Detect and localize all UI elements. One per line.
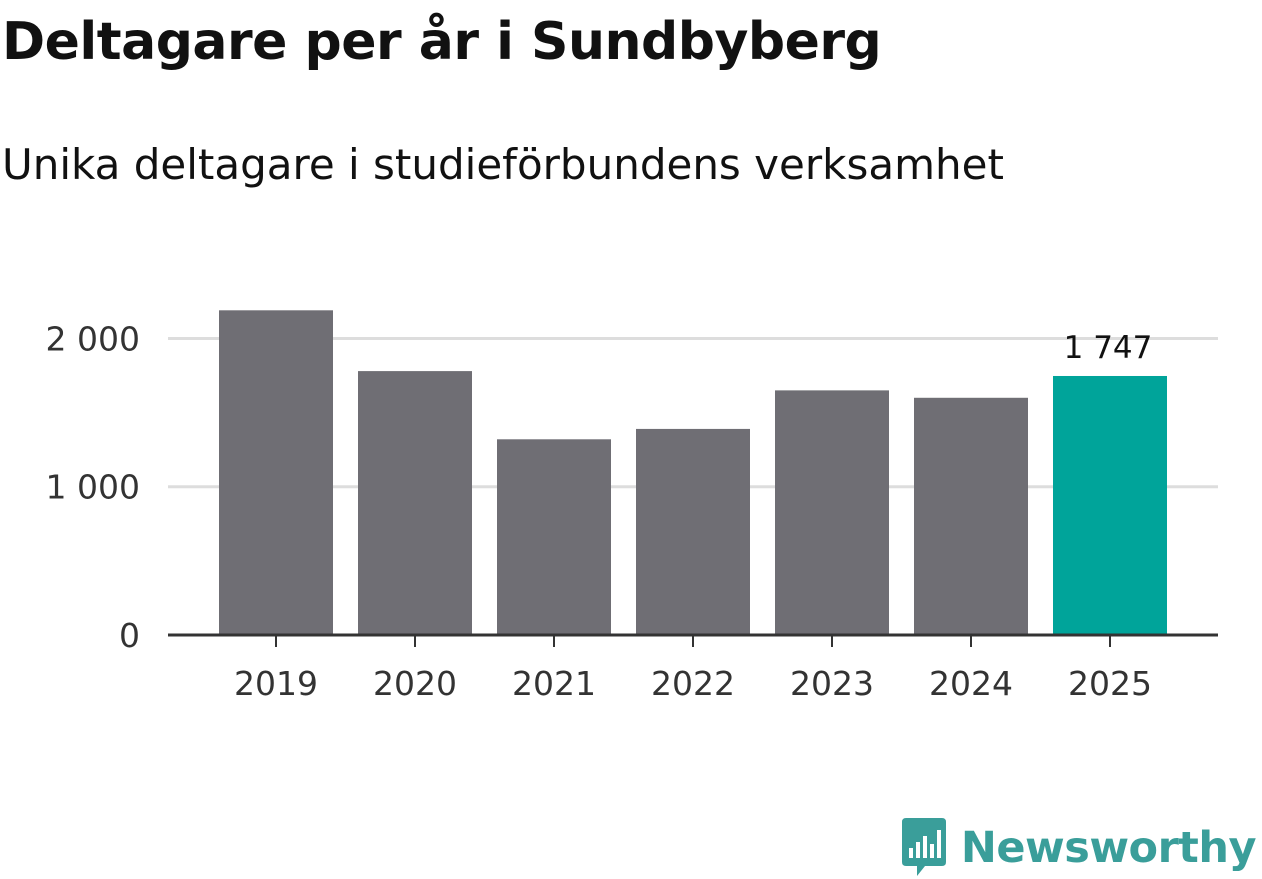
data-label: 1 747 xyxy=(1064,330,1153,366)
x-axis: 0 1 000 2 000 2019 2020 2021 2022 2023 2024 2025 xyxy=(46,319,1218,703)
x-tick-label: 2024 xyxy=(929,664,1013,703)
data-labels: 1 747 xyxy=(1064,330,1153,366)
chart-title: Deltagare per år i Sundbyberg xyxy=(2,12,882,72)
x-tick-label: 2022 xyxy=(651,664,735,703)
brand-logo: Newsworthy xyxy=(899,818,1257,878)
bar-2023 xyxy=(775,390,889,635)
bar-2025 xyxy=(1053,375,1167,635)
bar-2022 xyxy=(636,428,750,635)
x-tick-label: 2021 xyxy=(512,664,596,703)
chart-subtitle: Unika deltagare i studieförbundens verks… xyxy=(2,140,1004,189)
newsworthy-logo-icon xyxy=(901,818,946,876)
x-tick-label: 2019 xyxy=(234,664,318,703)
x-tick-label: 2023 xyxy=(790,664,874,703)
x-tick-label: 2020 xyxy=(373,664,457,703)
y-tick-label: 2 000 xyxy=(46,319,140,358)
bar-2021 xyxy=(497,439,611,635)
bars xyxy=(219,310,1167,635)
bar-2019 xyxy=(219,310,333,635)
y-tick-label: 0 xyxy=(119,616,140,655)
brand-name: Newsworthy xyxy=(960,823,1257,873)
x-tick-label: 2025 xyxy=(1068,664,1152,703)
y-tick-label: 1 000 xyxy=(46,468,140,507)
bar-2020 xyxy=(358,371,472,635)
bar-2024 xyxy=(914,397,1028,635)
